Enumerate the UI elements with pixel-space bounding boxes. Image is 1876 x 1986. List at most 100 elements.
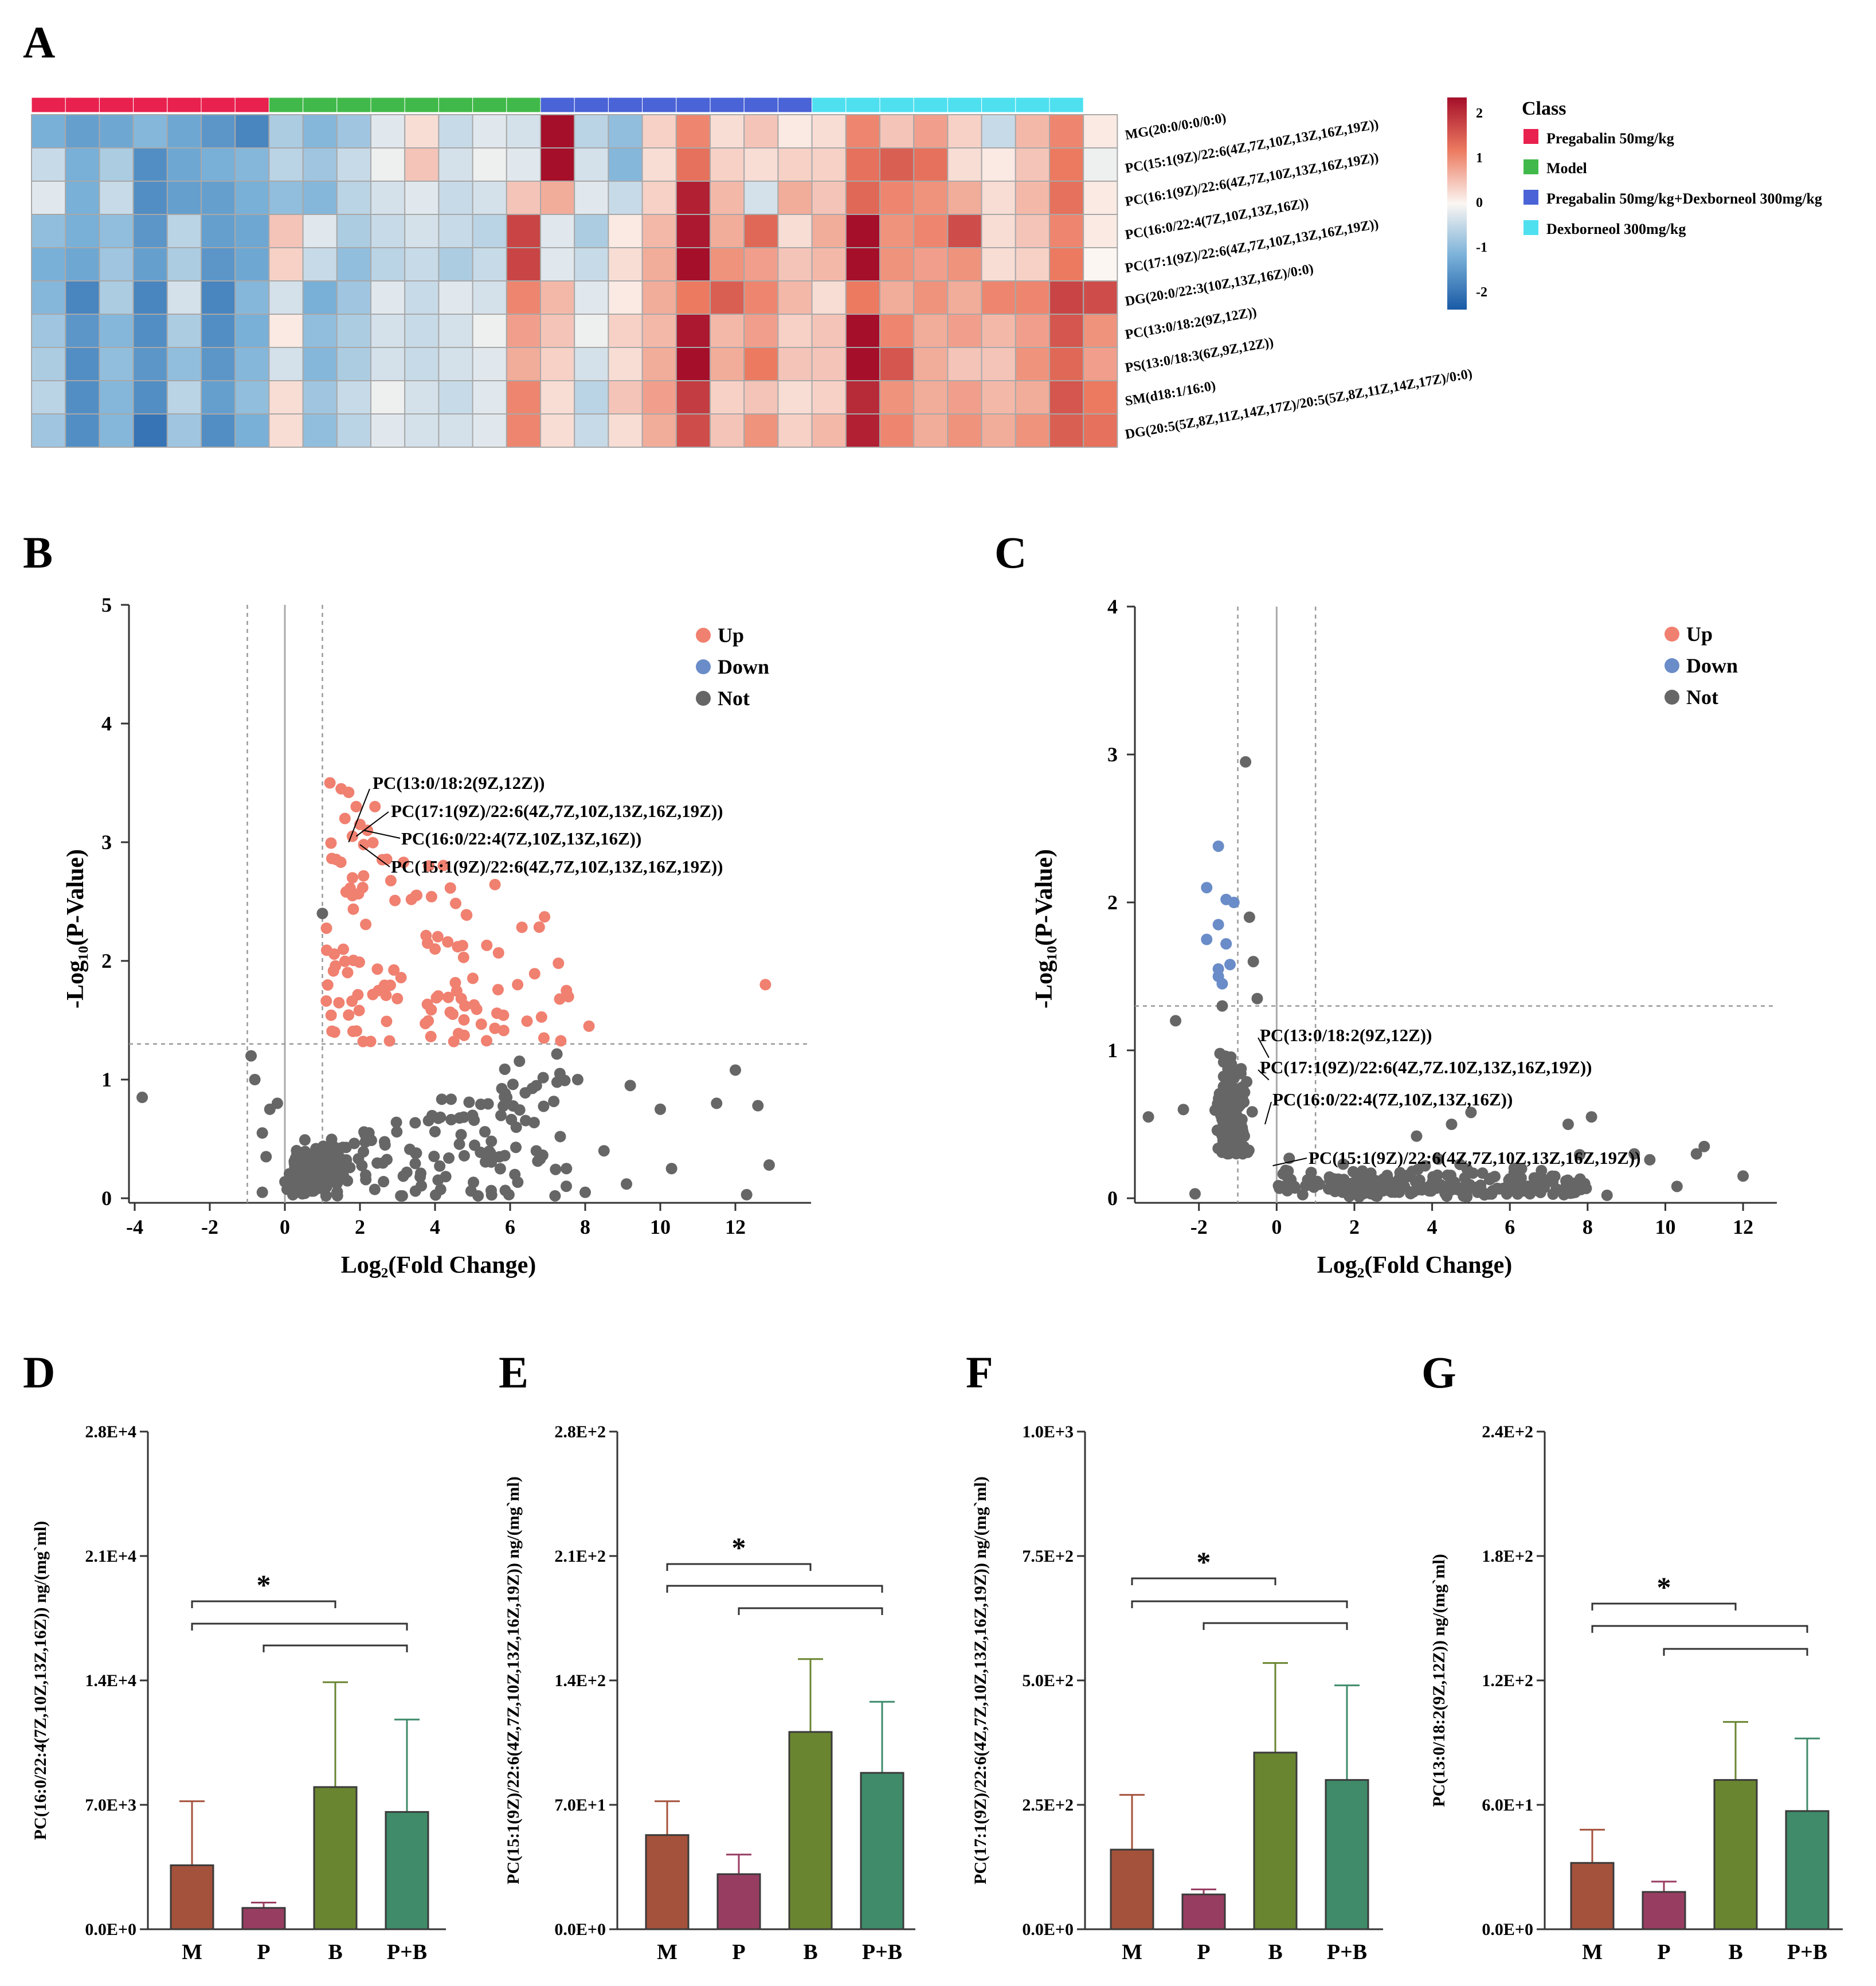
y-tick-label: 7.0E+3 — [85, 1796, 136, 1815]
panel-label-f: F — [966, 1347, 993, 1397]
data-point — [1446, 1119, 1458, 1130]
annotation-leader — [1258, 1069, 1270, 1081]
data-point — [507, 1078, 519, 1090]
data-point — [444, 882, 456, 894]
bar — [1253, 1752, 1298, 1930]
heatmap-cell — [472, 280, 507, 315]
heatmap-cell — [540, 380, 575, 415]
volcano-c-ylabel: -Log₁₀(P-Value) — [1031, 849, 1058, 1008]
heatmap-cell — [913, 214, 949, 248]
data-point — [358, 1126, 370, 1138]
data-point — [436, 1093, 448, 1105]
data-point — [1465, 1107, 1477, 1119]
heatmap-cell — [370, 347, 406, 381]
class-bar-cell — [99, 97, 134, 113]
heatmap-cell — [1049, 413, 1084, 448]
data-point — [410, 1147, 422, 1159]
heatmap-cell — [31, 413, 66, 448]
heatmap-cell — [506, 247, 541, 282]
heatmap-cell — [65, 247, 100, 282]
data-point — [309, 1145, 321, 1157]
data-point — [1240, 756, 1252, 768]
panel-label-b: B — [23, 527, 53, 577]
data-point — [437, 859, 449, 871]
data-point — [1224, 959, 1236, 971]
heatmap-cell — [608, 280, 643, 315]
y-tick-label: 7.0E+1 — [554, 1796, 606, 1815]
heatmap-cell — [574, 247, 609, 282]
significance-star: * — [732, 1531, 746, 1563]
annotation-label: PC(13:0/18:2(9Z,12Z)) — [1260, 1025, 1432, 1045]
heatmap-cell — [404, 347, 440, 381]
y-tick-label: 2.8E+4 — [85, 1422, 136, 1441]
class-bar-cell — [981, 97, 1016, 113]
data-point — [492, 947, 504, 959]
heatmap-cell — [472, 214, 507, 248]
heatmap-cell — [1049, 214, 1084, 248]
data-point — [325, 837, 337, 849]
heatmap-cell — [99, 413, 134, 448]
volcano-b-xlabel: Log₂(Fold Change) — [341, 1252, 536, 1279]
x-tick-label: 12 — [1733, 1215, 1753, 1238]
heatmap-cell — [31, 181, 66, 215]
data-point — [245, 1050, 257, 1062]
heatmap-cell — [438, 280, 473, 315]
data-point — [362, 824, 374, 836]
heatmap-cell — [574, 380, 609, 415]
data-point — [1529, 1176, 1541, 1189]
class-bar-cell — [506, 97, 541, 113]
data-point — [571, 1074, 583, 1085]
data-point — [489, 878, 501, 890]
heatmap-cell — [1083, 181, 1118, 215]
data-point — [357, 882, 369, 894]
data-point — [510, 1121, 522, 1133]
heatmap-cell — [1083, 280, 1118, 315]
heatmap-cell — [608, 380, 643, 415]
heatmap-cell — [201, 181, 236, 215]
data-point — [461, 909, 473, 921]
data-point — [429, 943, 441, 955]
data-point — [426, 1109, 438, 1121]
class-bar-cell — [133, 97, 168, 113]
heatmap-cell — [947, 280, 982, 315]
volcano-b-annotations: PC(13:0/18:2(9Z,12Z)) PC(17:1(9Z)/22:6(4… — [373, 773, 723, 877]
heatmap-cell — [370, 314, 406, 348]
data-point — [329, 1176, 341, 1189]
heatmap-cell — [234, 280, 270, 315]
heatmap-cell — [99, 181, 134, 215]
heatmap-cell — [947, 314, 982, 348]
data-point — [320, 1181, 332, 1193]
data-point — [333, 996, 345, 1008]
heatmap-cell — [981, 214, 1016, 248]
data-point — [377, 1157, 389, 1169]
data-point — [520, 1115, 532, 1127]
heatmap-cell — [641, 380, 677, 415]
heatmap-cell — [336, 380, 371, 415]
data-point — [1330, 1174, 1342, 1186]
class-bar-cell — [608, 97, 643, 113]
data-point — [359, 1169, 371, 1181]
heatmap-cell — [472, 114, 507, 148]
data-point — [385, 875, 397, 887]
heatmap-cell — [404, 413, 440, 448]
category-label: P+B — [862, 1940, 902, 1964]
heatmap-cell — [879, 314, 915, 348]
heatmap-cell — [438, 214, 473, 248]
heatmap-cell — [608, 413, 643, 448]
data-point — [445, 1113, 457, 1125]
heatmap-cell — [234, 114, 270, 148]
data-point — [449, 897, 461, 909]
data-point — [1560, 1183, 1572, 1195]
heatmap-cell — [743, 413, 779, 448]
heatmap-cell — [506, 181, 541, 215]
heatmap-cell — [65, 181, 100, 215]
panel-label-e: E — [499, 1347, 528, 1397]
heatmap-cell — [472, 413, 507, 448]
significance-star: * — [257, 1569, 271, 1601]
heatmap-cell — [506, 280, 541, 315]
category-label: P — [732, 1940, 745, 1964]
heatmap-cell — [641, 181, 677, 215]
heatmap-cell — [336, 413, 371, 448]
heatmap-cell — [268, 314, 304, 348]
data-point — [440, 1171, 452, 1183]
